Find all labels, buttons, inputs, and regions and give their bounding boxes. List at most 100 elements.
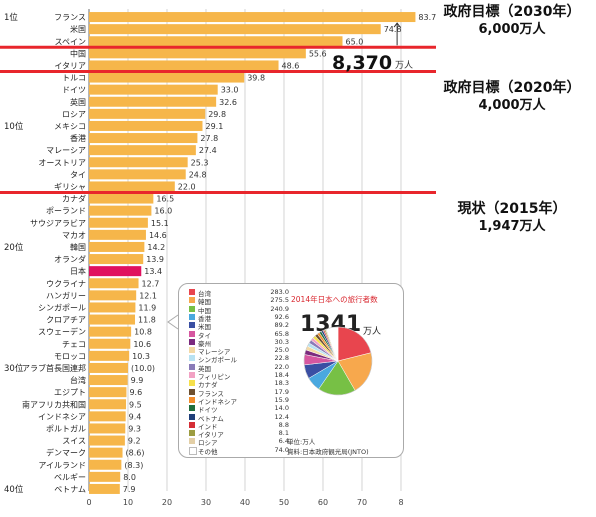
category-label: エジプト (54, 388, 86, 397)
bar (89, 133, 198, 144)
bar (89, 350, 130, 361)
legend-label: 韓国 (198, 298, 211, 307)
legend-item: マレーシア 25.0 (189, 346, 289, 356)
legend-value: 240.9 (270, 304, 289, 313)
category-label: ロシア (62, 110, 86, 119)
value-label: 55.6 (309, 49, 327, 58)
legend-label: 米国 (198, 323, 211, 332)
legend-label: その他 (198, 447, 218, 456)
category-label: 台湾 (70, 375, 86, 385)
value-label: 12.7 (142, 279, 160, 288)
bar (89, 157, 188, 168)
legend-label: 中国 (198, 306, 211, 315)
category-label: 南アフリカ共和国 (22, 399, 86, 409)
legend-swatch (189, 355, 195, 362)
legend-swatch (189, 347, 195, 354)
bar (89, 314, 136, 325)
value-label: 65.0 (346, 37, 364, 46)
bar (89, 459, 122, 470)
legend-value: 283.0 (270, 288, 289, 296)
bar (89, 60, 279, 71)
value-label: 25.3 (191, 158, 209, 167)
bar (89, 423, 126, 434)
x-tick-label: 0 (86, 498, 91, 507)
legend-swatch (189, 338, 195, 345)
value-label: 9.2 (128, 437, 141, 446)
bar (89, 36, 343, 47)
current-status-title: 現状（2015年） (457, 201, 567, 217)
goal-2020-title: 政府目標（2020年） (443, 80, 581, 96)
legend-item: フィリピン 18.4 (189, 371, 289, 381)
legend-label: 台湾 (198, 290, 211, 298)
value-label: 11.8 (138, 316, 156, 325)
legend-value: 92.6 (274, 312, 289, 321)
category-label: オーストリア (38, 158, 86, 167)
goal-2030-value: 6,000万人 (478, 22, 546, 37)
bar (89, 12, 416, 23)
value-label: 32.6 (219, 98, 237, 107)
legend-label: ロシア (198, 439, 218, 448)
value-label: (10.0) (131, 364, 155, 373)
category-label: トルコ (62, 74, 86, 83)
bar (89, 254, 144, 265)
inset-total-unit: 万人 (363, 327, 382, 337)
legend-swatch (189, 421, 195, 428)
legend-value: 65.8 (274, 329, 289, 338)
bar (89, 266, 142, 277)
category-label: ハンガリー (46, 290, 86, 300)
legend-swatch (189, 446, 197, 455)
value-label: 15.1 (151, 219, 169, 228)
current-status: 現状（2015年） 1,947万人 (436, 200, 588, 236)
bar (89, 435, 125, 446)
goal-2020: 政府目標（2020年） 4,000万人 (436, 79, 588, 115)
legend-label: ドイツ (198, 406, 218, 415)
legend-item: タイ 65.8 (189, 329, 289, 340)
value-label: 9.5 (129, 400, 142, 409)
legend-item: 英国 22.0 (189, 363, 289, 373)
category-label: 中国 (70, 48, 86, 58)
value-label: 22.0 (178, 182, 196, 191)
rank-label: 1位 (4, 12, 18, 23)
goal-2030: 政府目標（2030年） 6,000万人 (436, 3, 588, 39)
value-label: 8.0 (123, 473, 136, 482)
bar (89, 145, 196, 156)
legend-swatch (189, 322, 195, 329)
legend-swatch (189, 438, 195, 445)
category-label: スウェーデン (38, 327, 86, 337)
legend-value: 14.0 (274, 404, 289, 413)
legend-value: 6.4 (278, 437, 289, 446)
bar (89, 193, 154, 204)
category-label: マカオ (62, 231, 86, 240)
bar (89, 72, 245, 83)
category-label: モロッコ (54, 352, 86, 361)
bar (89, 181, 175, 192)
legend-label: イタリア (198, 431, 224, 440)
current-status-value: 1,947万人 (478, 219, 546, 234)
category-label: シンガポール (38, 302, 86, 312)
bar (89, 229, 146, 240)
legend-item: シンガポール 22.8 (189, 354, 289, 364)
legend-item: 米国 89.2 (189, 321, 289, 332)
category-label: 日本 (70, 266, 86, 276)
value-label: 33.0 (221, 86, 239, 95)
bar (89, 483, 120, 494)
value-label: 16.0 (154, 207, 172, 216)
category-label: 米国 (70, 24, 86, 34)
legend-item: ベトナム 12.4 (189, 413, 289, 423)
value-label: 83.7 (418, 13, 436, 22)
bar (89, 48, 306, 59)
bar (89, 278, 139, 289)
category-label: オランダ (54, 254, 86, 264)
bar (89, 290, 137, 301)
bar (89, 471, 121, 482)
bar (89, 362, 128, 373)
pie-outline (303, 326, 373, 396)
value-label: 29.1 (205, 122, 223, 131)
legend-item: フランス 17.9 (189, 388, 289, 398)
legend-value: 30.3 (274, 337, 289, 346)
value-label: 74.8 (384, 25, 402, 34)
legend-label: カナダ (198, 381, 218, 390)
legend-value: 22.8 (274, 354, 289, 363)
legend-label: 英国 (198, 364, 211, 373)
category-label: サウジアラビア (30, 219, 86, 228)
